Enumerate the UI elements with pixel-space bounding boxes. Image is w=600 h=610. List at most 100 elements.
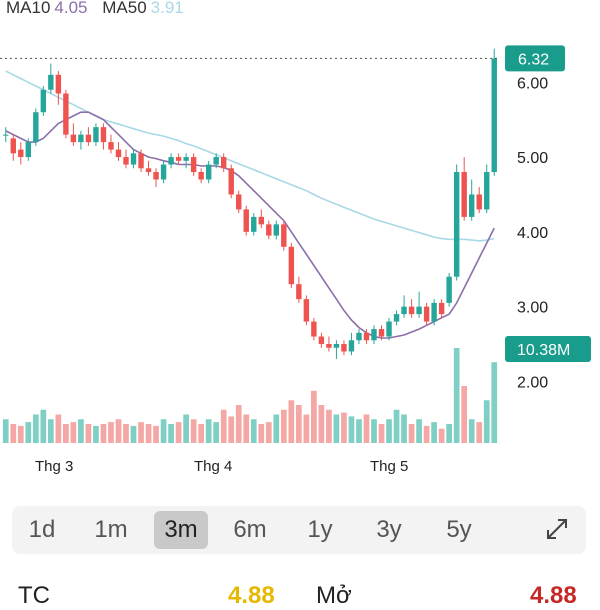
tab-1m[interactable]: 1m	[94, 516, 128, 543]
volume-bar	[70, 422, 77, 443]
candle-body	[25, 142, 32, 158]
candle-body	[10, 138, 16, 154]
candle-body	[378, 329, 385, 337]
volume-bar	[100, 424, 107, 443]
tab-3m[interactable]: 3m	[154, 511, 208, 549]
tab-1y[interactable]: 1y	[307, 516, 333, 543]
volume-bar	[461, 386, 468, 443]
open-value: 4.88	[530, 582, 577, 609]
volume-bar	[273, 414, 280, 443]
candle-body	[220, 157, 227, 169]
candle-body	[258, 216, 264, 225]
candle-body	[48, 74, 54, 90]
candle-body	[431, 302, 437, 322]
candle-body	[453, 172, 460, 277]
volume-bar	[183, 414, 189, 443]
candle-body	[123, 157, 129, 165]
x-label-apr: Thg 4	[194, 458, 233, 475]
candle-body	[476, 194, 482, 210]
volume-bar	[348, 416, 355, 443]
ma10-value: 4.05	[54, 0, 88, 17]
volume-bar	[17, 425, 24, 443]
candle-body	[393, 314, 400, 322]
candle-body	[273, 224, 280, 236]
candle-body	[326, 344, 332, 348]
candle-body	[423, 306, 430, 322]
candle-body	[266, 224, 272, 236]
candle-body	[153, 172, 159, 180]
expand-icon[interactable]	[542, 514, 572, 544]
timeframe-tabs: 1d 1m 3m 6m 1y 3y 5y	[12, 506, 586, 554]
price-chart[interactable]: 6.00 5.00 4.00 3.00 2.00 6.32 10.38M MA10 4.05 …	[0, 0, 600, 450]
candle-body	[3, 134, 9, 136]
volume-bar	[333, 414, 340, 443]
candle-body	[205, 164, 212, 180]
tab-5y[interactable]: 5y	[446, 516, 472, 543]
candle-body	[333, 344, 340, 348]
volume-bar	[40, 409, 47, 443]
candle-body	[341, 344, 347, 352]
volume-tag-value: 10.38M	[517, 342, 570, 359]
volume-bar	[438, 428, 445, 443]
candle-body	[100, 127, 107, 143]
candle-body	[303, 299, 310, 322]
candle-body	[348, 340, 355, 352]
volume-bar	[235, 405, 242, 443]
volume-bar	[491, 362, 498, 443]
tab-6m[interactable]: 6m	[233, 516, 267, 543]
candle-body	[416, 306, 422, 315]
tc-value: 4.88	[228, 582, 275, 609]
candle-body	[78, 134, 84, 143]
y-tick-label: 4.00	[517, 225, 548, 242]
ma10-line	[5, 111, 495, 339]
volume-bar	[78, 419, 84, 443]
candle-body	[213, 157, 219, 165]
volume-bar	[32, 414, 39, 443]
volume-bar	[213, 422, 220, 443]
candle-body	[243, 209, 249, 232]
candle-body	[401, 306, 407, 315]
ma50-label: MA50	[102, 0, 147, 17]
ma50-value: 3.91	[150, 0, 184, 17]
volume-bar	[416, 419, 422, 443]
candle-body	[33, 112, 39, 143]
tc-label: TC	[18, 582, 50, 609]
volume-bar	[265, 422, 272, 443]
candle-body	[145, 168, 152, 173]
volume-bar	[250, 419, 257, 443]
candlestick-chart-svg: 6.00 5.00 4.00 3.00 2.00 6.32 10.38M	[0, 45, 591, 443]
candle-body	[408, 306, 415, 315]
stats-row: TC 4.88 Mở 4.88	[0, 578, 600, 609]
tab-1d[interactable]: 1d	[28, 516, 56, 543]
tab-3y[interactable]: 3y	[376, 516, 402, 543]
volume-bar	[258, 424, 265, 443]
candle-body	[198, 172, 204, 180]
volume-bar	[130, 425, 137, 443]
volume-bar	[10, 424, 17, 443]
volume-bar	[326, 409, 332, 443]
price-tag-bg	[505, 45, 565, 72]
x-label-mar: Thg 3	[35, 458, 74, 475]
candle-body	[85, 134, 92, 143]
volume-bar	[228, 416, 235, 443]
volume-bar	[303, 414, 310, 443]
candle-body	[363, 332, 370, 341]
price-tag-value: 6.32	[518, 51, 549, 68]
volume-bar	[2, 419, 9, 443]
volume-bar	[243, 414, 250, 443]
volume-bar	[453, 348, 460, 443]
candle-body	[296, 284, 302, 300]
candle-body	[130, 153, 137, 165]
volume-bar	[483, 400, 490, 443]
candle-body	[386, 321, 392, 337]
volume-bar	[168, 424, 174, 443]
volume-bar	[190, 419, 197, 443]
candle-body	[190, 157, 197, 173]
volume-bar	[198, 424, 205, 443]
y-tick-label: 3.00	[517, 300, 548, 317]
candle-body	[371, 329, 377, 341]
volume-bar	[47, 419, 54, 443]
candle-body	[70, 134, 77, 143]
open-label: Mở	[316, 582, 352, 609]
volume-bar	[220, 409, 227, 443]
